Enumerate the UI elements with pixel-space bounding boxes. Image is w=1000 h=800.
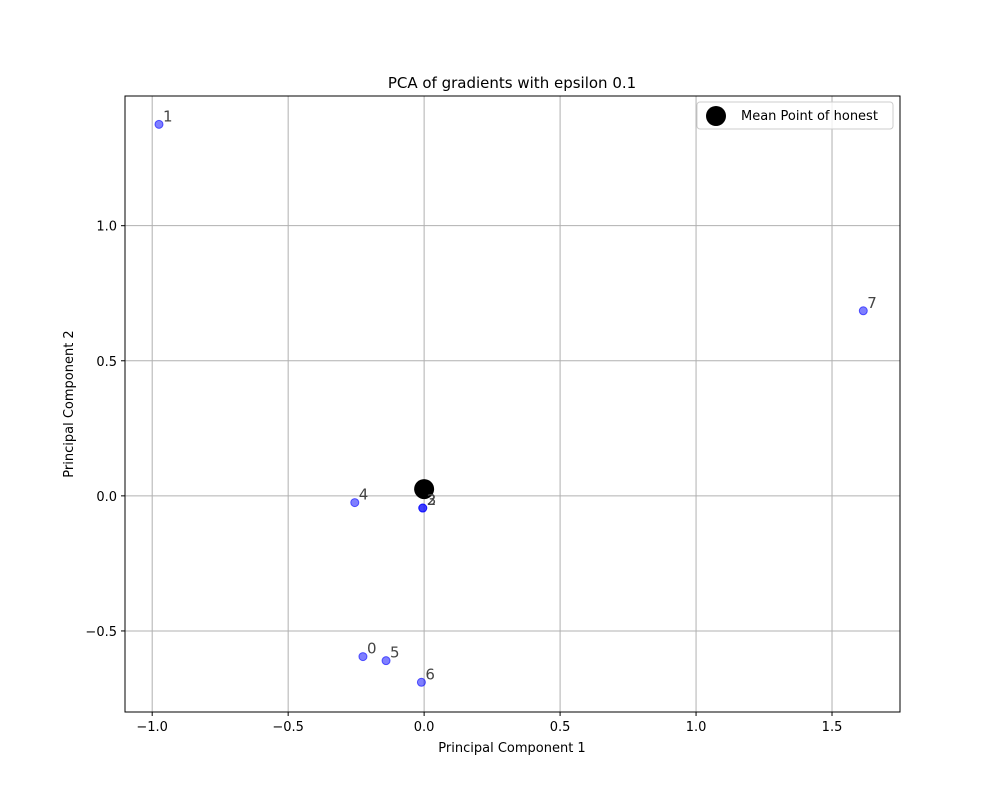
data-point-4 (350, 498, 360, 508)
mean-point-honest (414, 479, 435, 500)
legend-mean-marker (706, 106, 726, 126)
chart-title: PCA of gradients with epsilon 0.1 (388, 74, 636, 92)
y-tick-label: 1.0 (96, 220, 117, 235)
point-label-5: 5 (390, 644, 400, 662)
x-axis-label: Principal Component 1 (438, 741, 585, 756)
data-point-5 (381, 656, 391, 666)
x-tick-label: 0.0 (414, 720, 435, 735)
y-tick-label: 0.5 (96, 355, 117, 370)
data-point-7 (858, 306, 868, 316)
data-points (154, 119, 868, 687)
x-tick-label: 1.5 (822, 720, 843, 735)
point-label-4: 4 (359, 486, 369, 504)
x-tick-label: −0.5 (272, 720, 304, 735)
point-label-2: 2 (427, 491, 437, 509)
y-tick-label: −0.5 (85, 625, 117, 640)
data-point-3 (418, 503, 428, 513)
data-point-6 (416, 677, 426, 687)
x-tick-label: −1.0 (136, 720, 168, 735)
y-tick-label: 0.0 (96, 490, 117, 505)
data-point-0 (358, 652, 368, 662)
grid-lines (125, 96, 900, 712)
x-axis-ticks: −1.0 −0.5 0.0 0.5 1.0 1.5 (136, 712, 842, 735)
legend-mean-label: Mean Point of honest (741, 109, 878, 124)
data-point-1 (154, 119, 164, 129)
point-label-3: 3 (427, 491, 437, 509)
legend-box (696, 101, 894, 130)
point-label-0: 0 (367, 640, 377, 658)
y-axis-ticks: −0.5 0.0 0.5 1.0 (85, 220, 125, 640)
y-axis-label: Principal Component 2 (62, 330, 77, 477)
x-tick-label: 1.0 (686, 720, 707, 735)
point-label-7: 7 (867, 294, 877, 312)
plot-frame (124, 95, 901, 713)
legend: Mean Point of honest (696, 101, 894, 130)
point-label-1: 1 (163, 107, 173, 125)
x-tick-label: 0.5 (550, 720, 571, 735)
point-label-6: 6 (425, 665, 435, 683)
mean-point-layer (414, 479, 435, 500)
